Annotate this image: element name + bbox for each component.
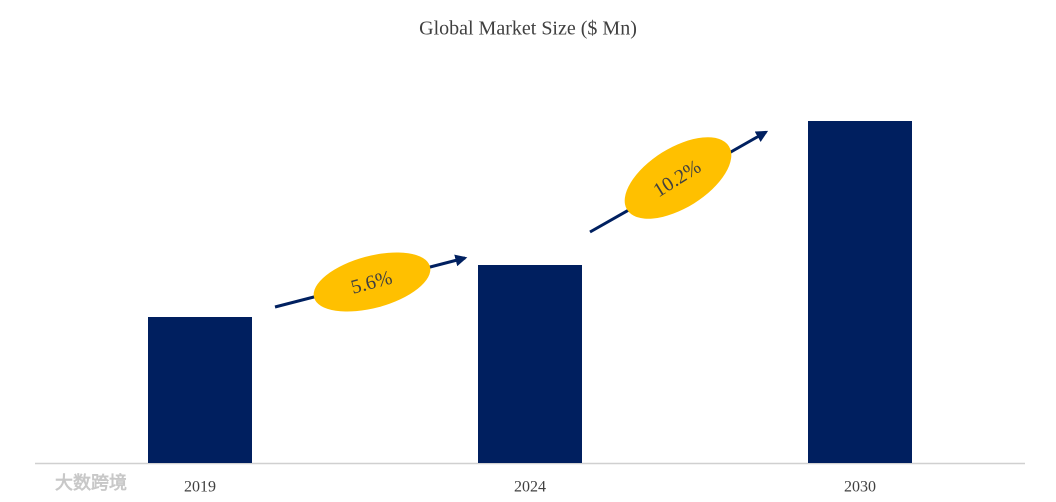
bar	[148, 317, 252, 463]
chart-title: Global Market Size ($ Mn)	[419, 18, 637, 40]
x-tick-label: 2019	[184, 479, 216, 496]
x-tick-label: 2024	[514, 479, 546, 496]
bar	[478, 265, 582, 463]
cagr-badge	[624, 137, 732, 219]
watermark: 大数跨境	[55, 472, 127, 494]
x-tick-label: 2030	[844, 479, 876, 496]
cagr-badge	[313, 252, 431, 312]
bar	[808, 121, 912, 463]
